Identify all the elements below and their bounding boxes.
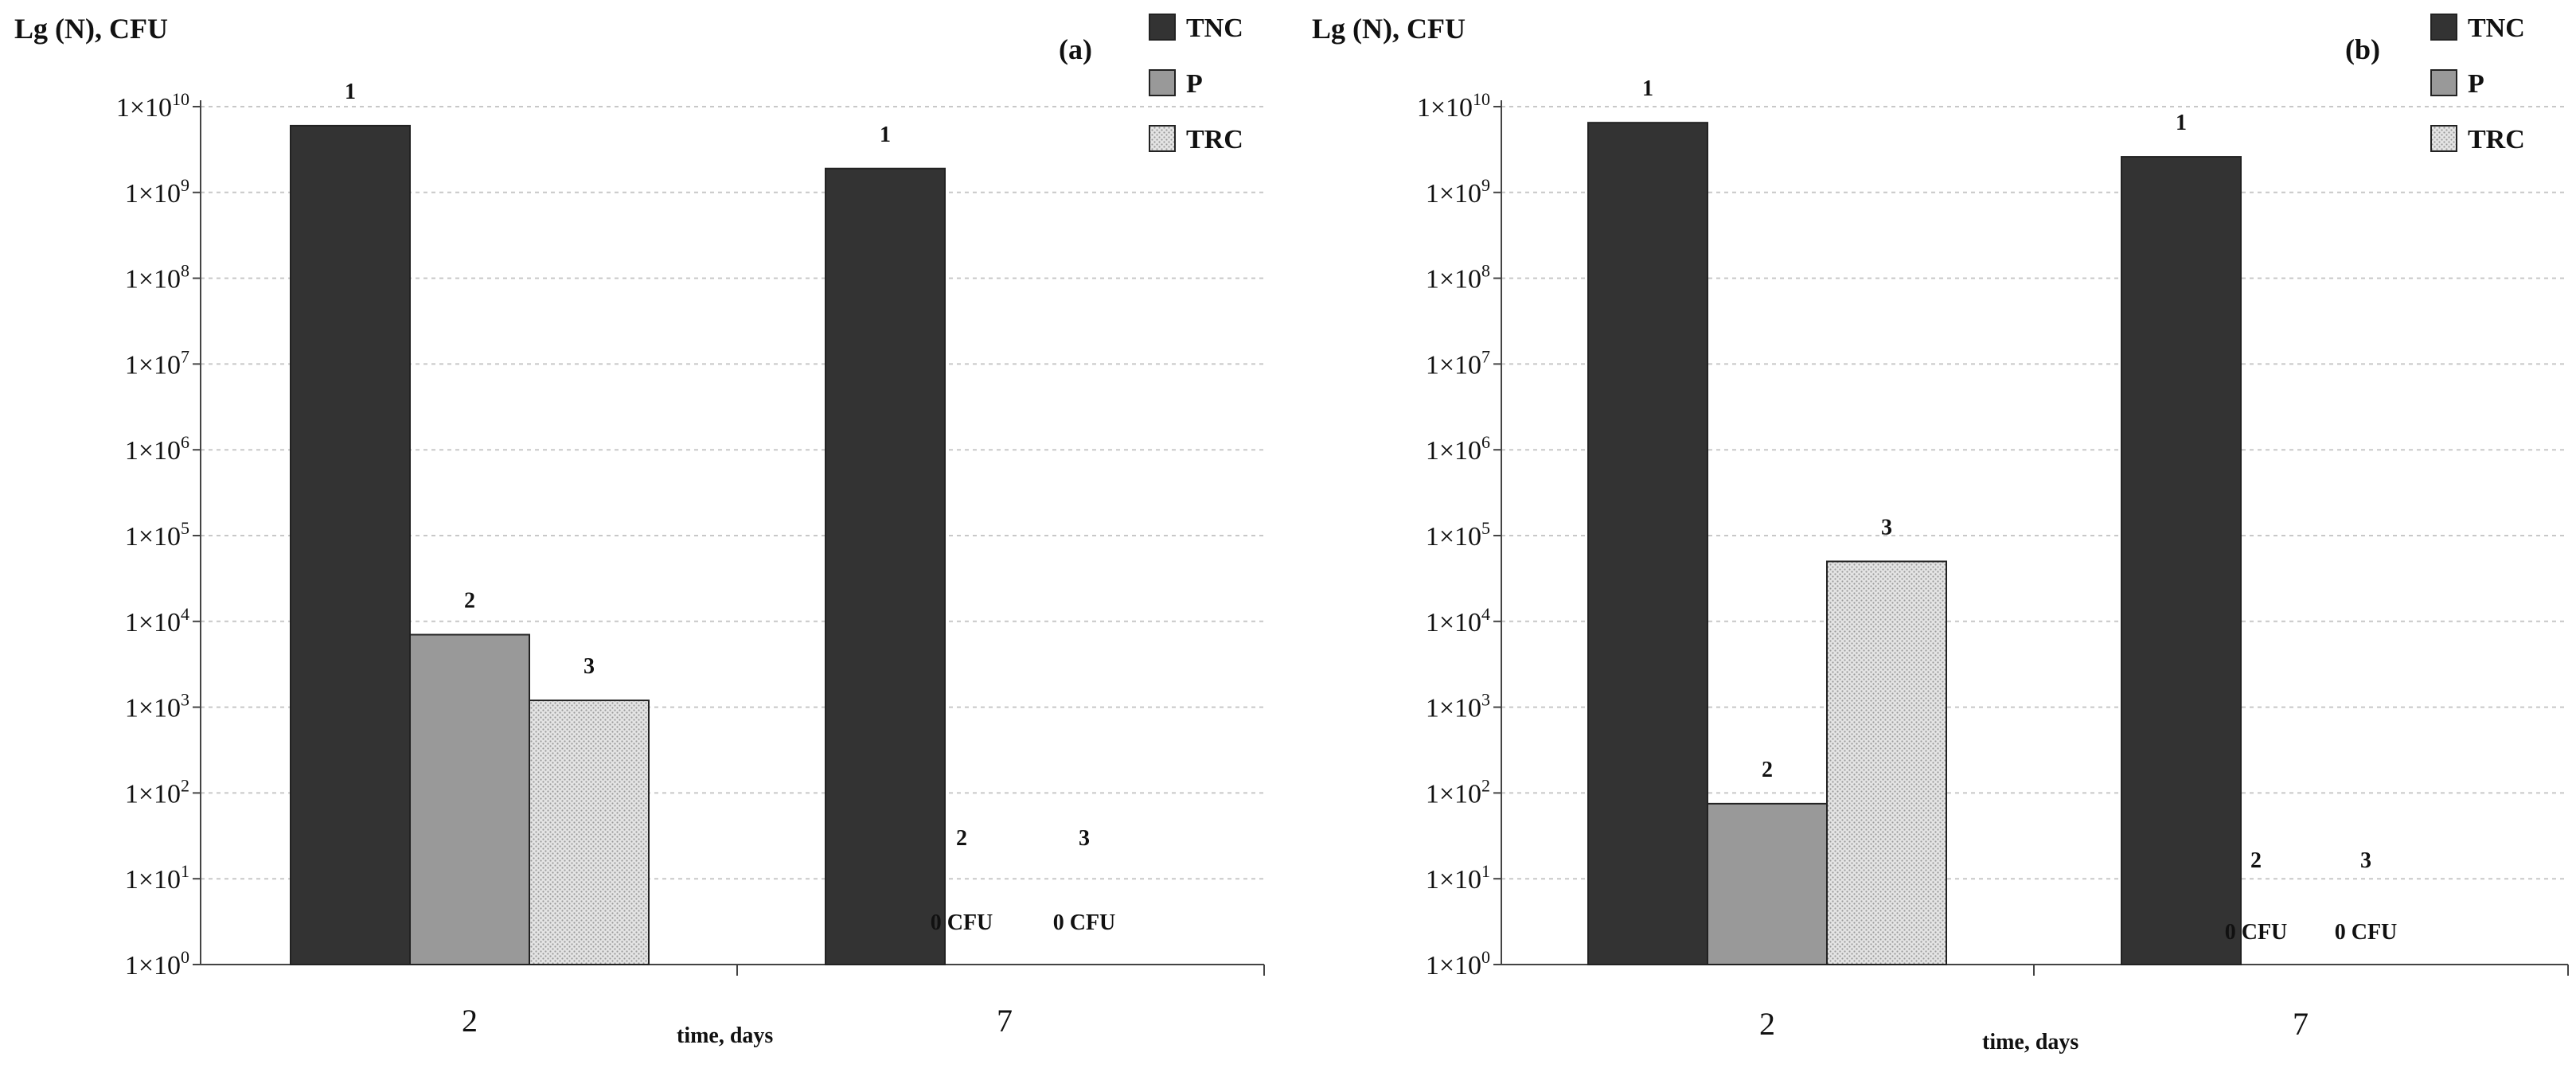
category-label: 7	[2293, 1006, 2309, 1042]
legend-label-p: P	[2468, 69, 2484, 99]
y-tick-label: 1×108	[125, 261, 189, 294]
category-label: 2	[462, 1003, 478, 1039]
bar-number-label: 2	[2250, 848, 2262, 873]
category-label: 7	[997, 1003, 1013, 1039]
legend-swatch-p	[1149, 69, 1176, 96]
zero-cfu-annotation: 0 CFU	[1053, 910, 1116, 935]
bar-number-label: 2	[1762, 758, 1773, 782]
legend-swatch-trc	[1149, 125, 1176, 152]
y-tick-label: 1×102	[125, 775, 189, 809]
zero-cfu-annotation: 0 CFU	[931, 910, 993, 935]
y-tick-label: 1×1010	[116, 89, 189, 123]
y-tick-label: 1×106	[125, 432, 189, 466]
y-tick-label: 1×109	[125, 175, 189, 209]
bar-number-label: 3	[1079, 826, 1090, 851]
y-tick-label: 1×101	[125, 861, 189, 895]
bar-tnc	[2121, 156, 2242, 966]
y-tick-label: 1×103	[1426, 690, 1490, 723]
bar-tnc	[825, 167, 946, 965]
legend-label-tnc: TNC	[2468, 14, 2525, 43]
y-tick-label: 1×109	[1426, 175, 1490, 209]
y-tick-label: 1×107	[125, 346, 189, 380]
y-tick-label: 1×104	[125, 604, 189, 637]
bar-trc	[1826, 560, 1947, 966]
zero-cfu-annotation: 0 CFU	[2225, 920, 2288, 945]
y-tick-label: 1×105	[1426, 518, 1490, 552]
legend-label-trc: TRC	[1186, 125, 1243, 154]
bar-tnc	[290, 124, 411, 966]
x-axis-label: time, days	[1982, 1030, 2078, 1054]
bar-number-label: 2	[464, 588, 475, 613]
bar-number-label: 1	[345, 80, 356, 104]
y-tick-label: 1×101	[1426, 861, 1490, 895]
bar-number-label: 2	[956, 826, 967, 851]
zero-cfu-annotation: 0 CFU	[2335, 920, 2398, 945]
y-tick-label: 1×107	[1426, 346, 1490, 380]
x-axis-label: time, days	[677, 1023, 773, 1048]
legend-label-tnc: TNC	[1186, 14, 1243, 43]
y-tick-label: 1×106	[1426, 432, 1490, 466]
y-axis-label: Lg (N), CFU	[1312, 13, 1466, 45]
panel-label: (b)	[2345, 33, 2380, 65]
y-tick-label: 1×108	[1426, 261, 1490, 294]
bar-p	[1707, 802, 1828, 966]
legend-swatch-tnc	[1149, 14, 1176, 41]
legend-swatch-trc	[2430, 125, 2457, 152]
chart-panel-b: 1×100 1×101 1×102 1×103 1×104 1×105 1×106 1×107…	[1312, 13, 2569, 1054]
y-tick-label: 1×104	[1426, 604, 1490, 637]
legend-swatch-tnc	[2430, 14, 2457, 41]
panel-label: (a)	[1059, 33, 1092, 65]
bar-number-label: 1	[2176, 111, 2187, 135]
bar-p	[409, 633, 530, 965]
y-axis-label: Lg (N), CFU	[14, 13, 168, 45]
bar-number-label: 1	[1642, 76, 1653, 101]
y-tick-label: 1×1010	[1417, 89, 1490, 123]
chart-panel-a: 1×100 1×101 1×102 1×103 1×104 1×105 1×106 1×107…	[14, 13, 1265, 1048]
y-tick-label: 1×105	[125, 518, 189, 552]
legend-label-trc: TRC	[2468, 125, 2525, 154]
bar-number-label: 3	[584, 654, 595, 679]
y-tick-label: 1×100	[1426, 947, 1490, 980]
category-label: 2	[1759, 1006, 1775, 1042]
legend-swatch-p	[2430, 69, 2457, 96]
bar-number-label: 3	[2360, 848, 2371, 873]
bar-number-label: 1	[880, 123, 891, 147]
legend-label-p: P	[1186, 69, 1203, 99]
y-tick-label: 1×103	[125, 690, 189, 723]
bar-tnc	[1587, 122, 1708, 965]
y-tick-label: 1×102	[1426, 775, 1490, 809]
bar-trc	[529, 700, 650, 965]
y-tick-label: 1×100	[125, 947, 189, 980]
bar-number-label: 3	[1881, 515, 1892, 540]
